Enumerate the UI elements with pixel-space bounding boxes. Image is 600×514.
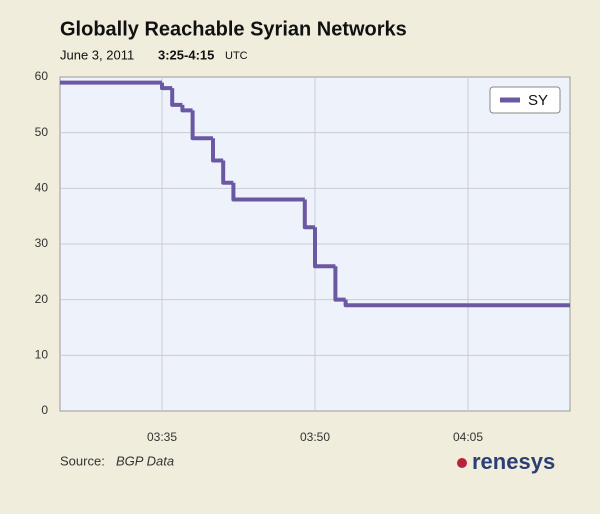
series xyxy=(60,80,570,308)
y-tick-label: 20 xyxy=(35,292,49,306)
line-step xyxy=(313,227,336,269)
y-tick-label: 50 xyxy=(35,125,49,139)
logo-dot xyxy=(457,458,467,468)
line-step xyxy=(170,88,183,107)
line-step xyxy=(231,182,305,202)
subtitle-date: June 3, 2011 xyxy=(60,47,134,62)
line-step xyxy=(343,299,570,308)
subtitle-zone: UTC xyxy=(225,50,248,62)
source-label: Source: xyxy=(60,453,105,468)
x-tick-label: 04:05 xyxy=(453,430,483,444)
y-tick-label: 10 xyxy=(35,348,49,362)
line-step xyxy=(180,104,193,113)
line-step xyxy=(302,199,315,230)
line-step xyxy=(211,138,224,163)
logo: renesys xyxy=(472,449,555,474)
y-tick-label: 0 xyxy=(41,403,48,417)
subtitle-time: 3:25-4:15 xyxy=(158,47,214,62)
chart-title: Globally Reachable Syrian Networks xyxy=(60,18,407,40)
source: BGP Data xyxy=(116,453,174,468)
line-step xyxy=(333,266,346,302)
x-tick-label: 03:35 xyxy=(147,430,177,444)
line-step xyxy=(221,160,234,185)
line-step xyxy=(160,82,173,91)
legend-label: SY xyxy=(528,92,548,109)
y-tick-label: 40 xyxy=(35,181,49,195)
x-tick-label: 03:50 xyxy=(300,430,330,444)
legend-box xyxy=(489,86,561,114)
y-tick-label: 60 xyxy=(35,69,49,83)
y-tick-label: 30 xyxy=(35,236,49,250)
line-step xyxy=(190,110,213,141)
